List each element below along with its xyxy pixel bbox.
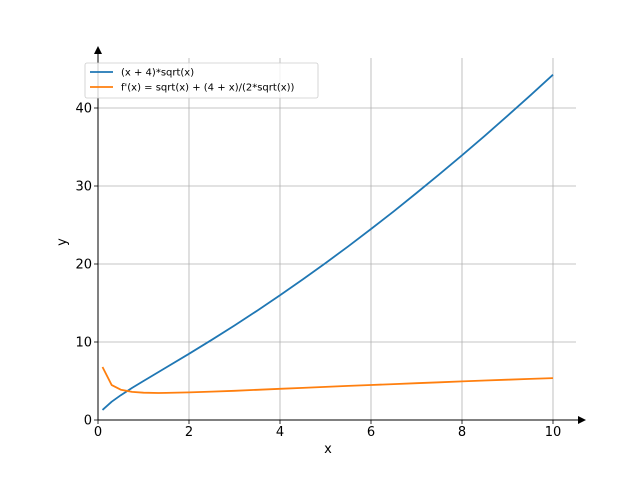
- x-tick-label: 10: [545, 425, 562, 440]
- x-tick-label: 4: [276, 425, 284, 440]
- x-tick-label: 0: [94, 425, 102, 440]
- y-axis-arrow: [94, 46, 102, 54]
- tick-labels: 0 2 4 6 8 10 0 10 20 30 40: [75, 102, 561, 441]
- y-tick-label: 0: [84, 414, 92, 429]
- x-tick-label: 2: [185, 425, 193, 440]
- axes: [94, 46, 586, 424]
- y-tick-label: 20: [75, 258, 92, 273]
- x-tick-label: 6: [367, 425, 375, 440]
- x-axis-label: x: [324, 442, 332, 457]
- x-tick-label: 8: [458, 425, 466, 440]
- series-layer: [101, 74, 554, 411]
- grid-lines: [98, 58, 576, 420]
- legend-entry-1: (x + 4)*sqrt(x): [121, 68, 194, 79]
- x-axis-arrow: [578, 416, 586, 424]
- legend-box: [84, 62, 319, 99]
- legend-entry-2: f'(x) = sqrt(x) + (4 + x)/(2*sqrt(x)): [121, 83, 295, 94]
- legend: (x + 4)*sqrt(x) f'(x) = sqrt(x) + (4 + x…: [84, 62, 319, 99]
- y-axis-label: y: [55, 238, 70, 246]
- series-line-2: [101, 366, 554, 394]
- y-tick-label: 40: [75, 102, 92, 117]
- series-line-1: [101, 74, 554, 411]
- y-tick-label: 30: [75, 180, 92, 195]
- y-tick-label: 10: [75, 336, 92, 351]
